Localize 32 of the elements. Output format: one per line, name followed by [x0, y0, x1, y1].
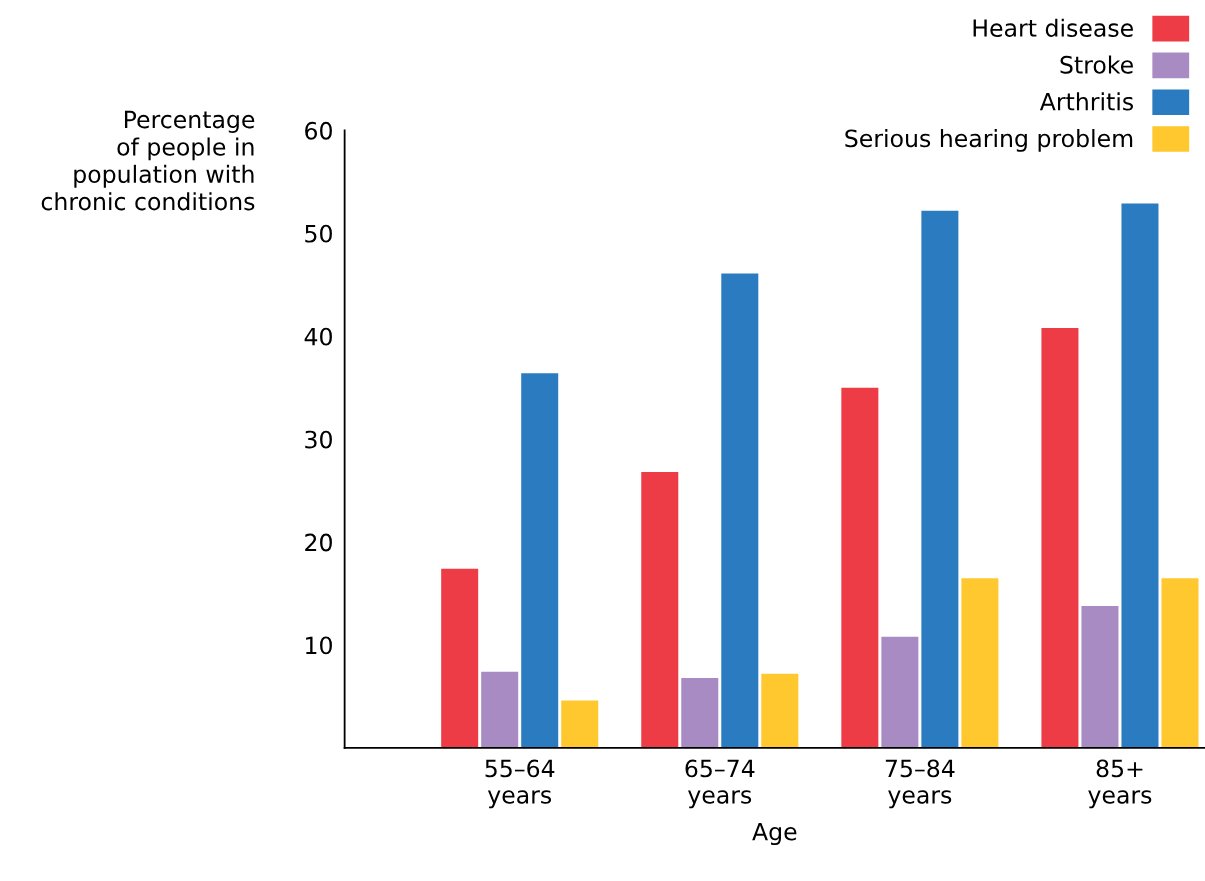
bar [921, 210, 959, 748]
bar [1041, 328, 1079, 748]
bar [1121, 203, 1159, 748]
legend-label: Stroke [1060, 55, 1133, 74]
y-axis-title: Percentage of people in population with chronic conditions [41, 110, 255, 211]
x-axis-title: Age [752, 822, 797, 846]
bar [881, 636, 919, 748]
bar [481, 671, 519, 748]
y-tick-label: 10 [306, 636, 332, 655]
bar [521, 373, 559, 748]
bar [841, 387, 879, 748]
y-tick-label: 30 [305, 430, 332, 449]
bar [721, 273, 759, 748]
y-tick-label: 50 [305, 224, 332, 243]
bar [441, 568, 479, 748]
legend-label: Heart disease [973, 18, 1133, 37]
y-tick-label: 20 [305, 533, 332, 552]
bar [1081, 605, 1119, 748]
legend-label: Arthritis [1039, 92, 1134, 111]
bar [561, 700, 599, 748]
bar [641, 472, 679, 748]
bar [961, 578, 999, 748]
legend-label: Serious hearing problem [845, 129, 1133, 152]
bar [761, 673, 799, 748]
x-tick-label: 85+ years [1088, 759, 1152, 809]
x-tick-label: 75–84 years [885, 759, 955, 809]
x-tick-label: 65–74 years [685, 759, 755, 809]
bar [681, 677, 719, 748]
y-tick-label: 40 [304, 327, 332, 346]
x-tick-label: 55–64 years [485, 759, 555, 809]
bar [1161, 578, 1199, 748]
y-tick-label: 60 [305, 121, 332, 140]
